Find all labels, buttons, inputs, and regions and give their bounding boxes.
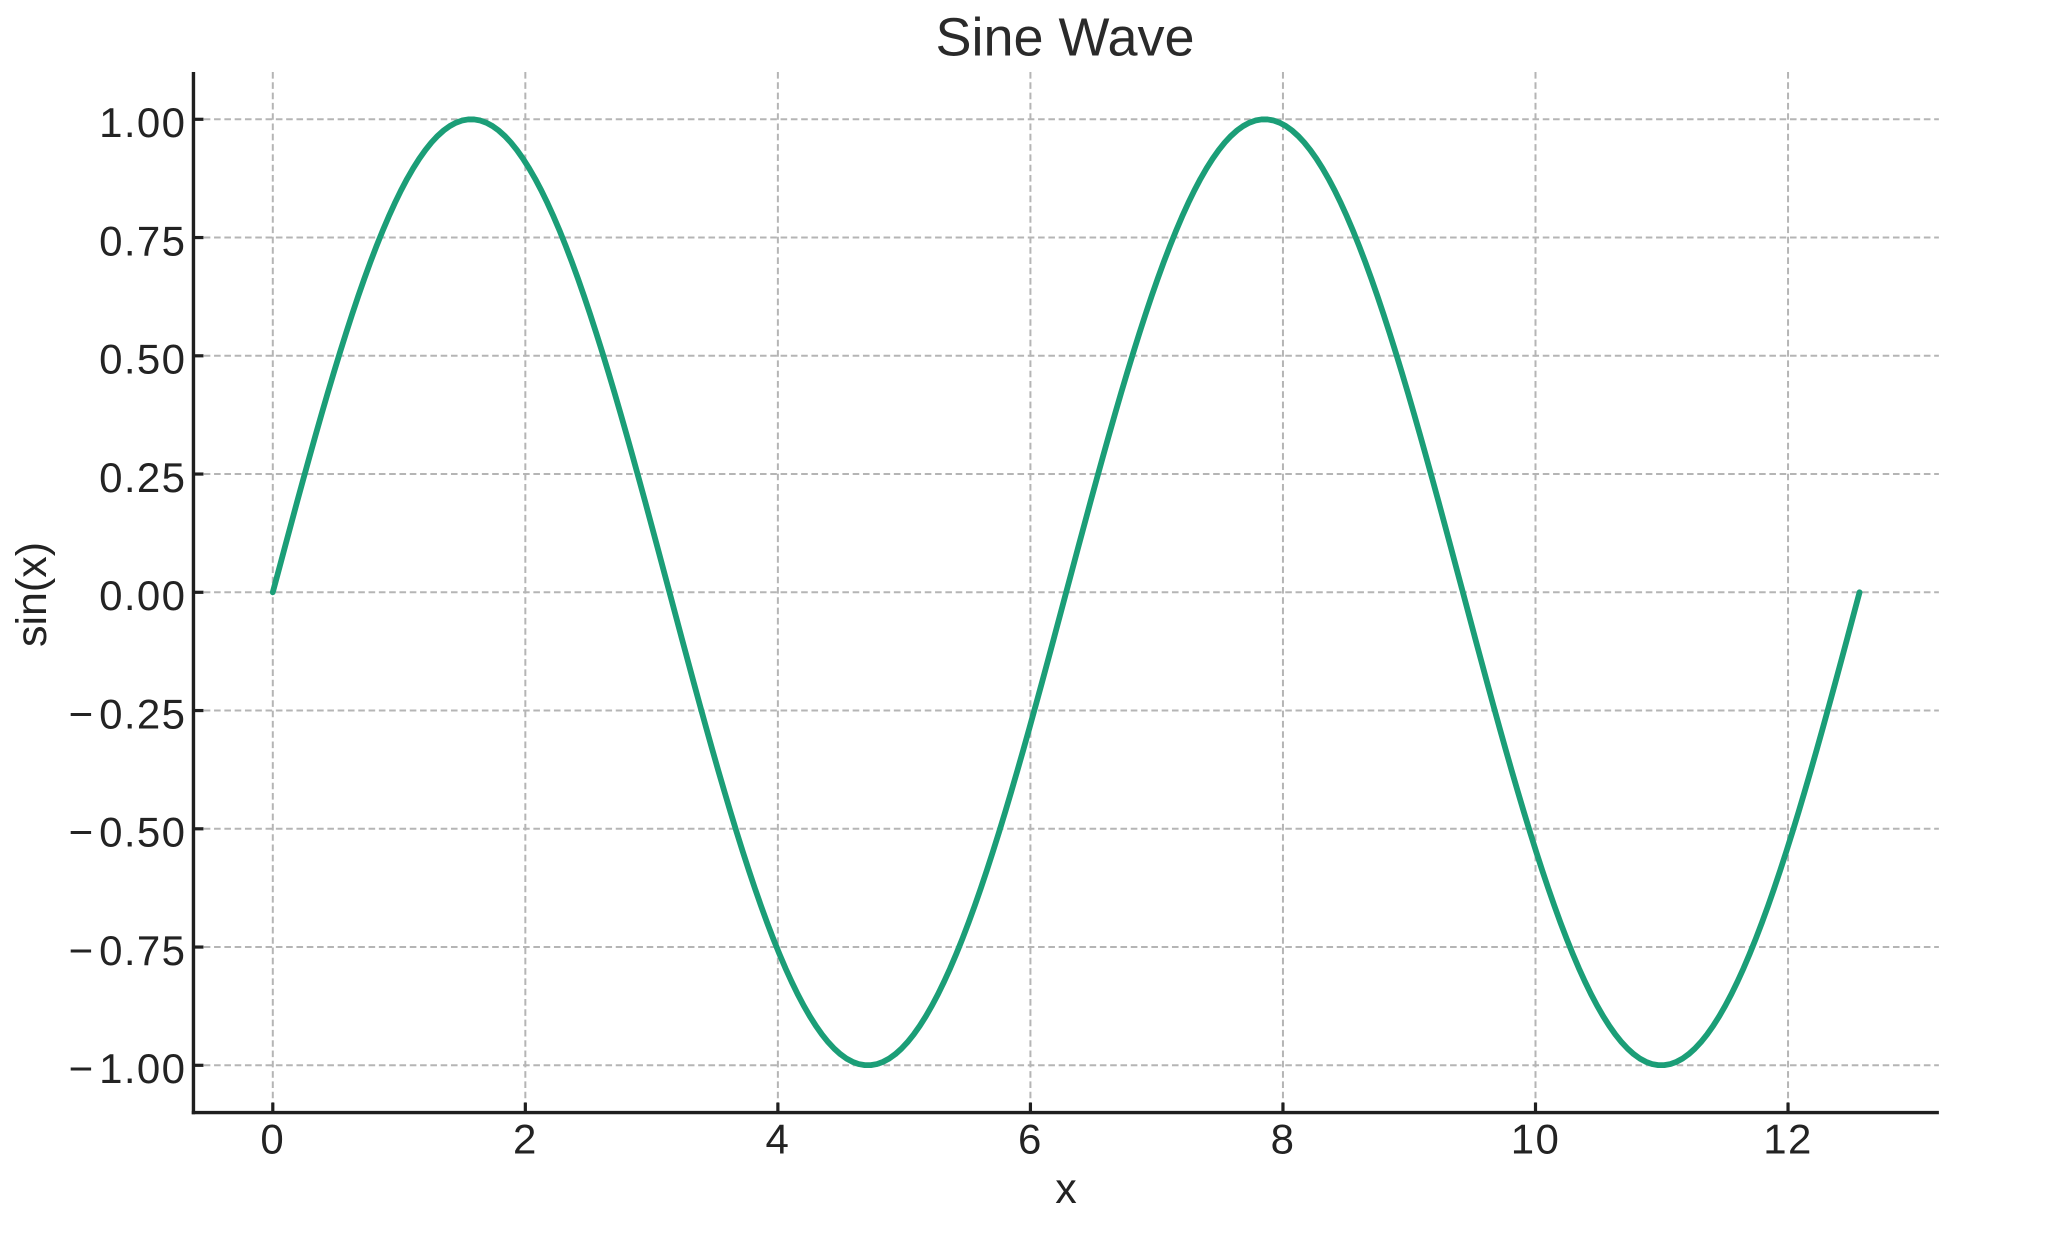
svg-text:−0.75: −0.75 — [69, 927, 187, 974]
svg-text:−1.00: −1.00 — [69, 1045, 187, 1092]
svg-text:2: 2 — [513, 1116, 538, 1163]
svg-text:sin(x): sin(x) — [8, 542, 56, 647]
svg-text:1.00: 1.00 — [99, 99, 186, 146]
svg-text:−0.50: −0.50 — [69, 809, 187, 856]
svg-text:8: 8 — [1271, 1116, 1296, 1163]
svg-text:0.50: 0.50 — [99, 336, 186, 383]
svg-text:0.25: 0.25 — [99, 454, 186, 501]
svg-text:Sine Wave: Sine Wave — [935, 8, 1194, 68]
svg-text:0: 0 — [260, 1116, 285, 1163]
svg-text:x: x — [1055, 1165, 1077, 1213]
svg-text:4: 4 — [765, 1116, 790, 1163]
svg-text:10: 10 — [1511, 1116, 1561, 1163]
svg-text:0.75: 0.75 — [99, 217, 186, 264]
svg-text:0.00: 0.00 — [99, 572, 186, 619]
svg-text:6: 6 — [1018, 1116, 1043, 1163]
svg-text:−0.25: −0.25 — [69, 690, 187, 737]
svg-text:12: 12 — [1763, 1116, 1813, 1163]
